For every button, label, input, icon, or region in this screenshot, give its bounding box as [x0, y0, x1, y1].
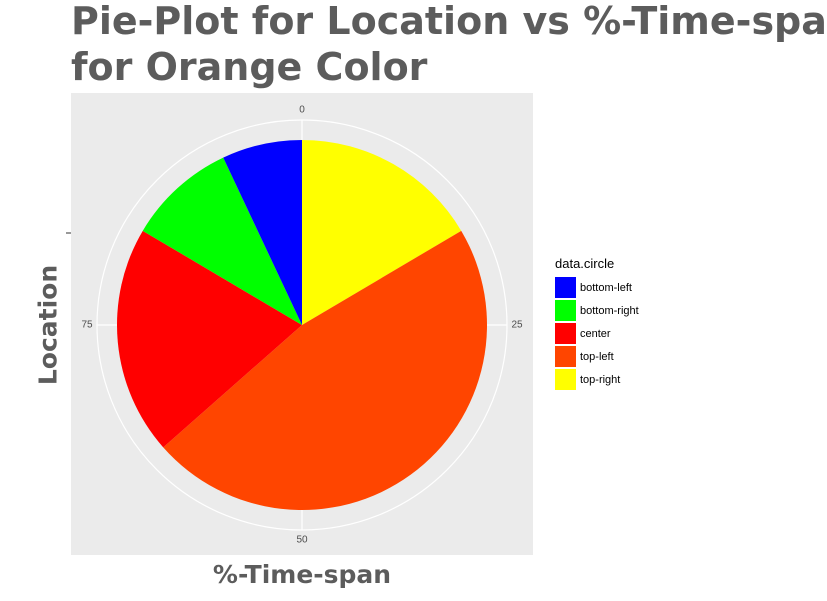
legend-item-center: center	[555, 322, 639, 345]
pie-slice-bottom-right	[142, 157, 302, 325]
legend-key	[555, 346, 576, 367]
chart-title-line-1: Pie-Plot for Location vs %-Time-span	[71, 0, 827, 43]
pie-slice-center	[117, 230, 302, 448]
legend-item-bottom-left: bottom-left	[555, 276, 639, 299]
legend-key	[555, 369, 576, 390]
pie-slice-bottom-left	[223, 140, 302, 325]
legend-label: top-right	[580, 373, 621, 386]
pie-slice-top-left	[163, 230, 488, 511]
y-axis-label-text: Location	[33, 264, 63, 386]
chart-title-line-2: for Orange Color	[71, 45, 428, 89]
legend-item-top-right: top-right	[555, 368, 639, 391]
legend: data.circle bottom-left bottom-right cente…	[555, 256, 639, 391]
theta-tick-label: 25	[511, 320, 523, 331]
theta-ticks: 0 25 50 75	[81, 105, 523, 546]
legend-key	[555, 277, 576, 298]
pie-slice-top-right	[302, 140, 462, 325]
legend-label: center	[580, 327, 611, 340]
pie-slices	[117, 140, 488, 511]
x-axis-label: %-Time-span	[212, 560, 392, 589]
theta-tick-label: 75	[81, 320, 93, 331]
legend-label: bottom-left	[580, 281, 632, 294]
legend-key	[555, 323, 576, 344]
legend-item-top-left: top-left	[555, 345, 639, 368]
theta-tick-label: 0	[299, 105, 305, 116]
theta-tick-label: 50	[296, 535, 308, 546]
legend-item-bottom-right: bottom-right	[555, 299, 639, 322]
legend-key	[555, 300, 576, 321]
legend-title: data.circle	[555, 256, 615, 271]
legend-label: bottom-right	[580, 304, 639, 317]
chart-title: Pie-Plot for Location vs %-Time-span for…	[71, 0, 827, 90]
legend-label: top-left	[580, 350, 614, 363]
legend-items: bottom-left bottom-right center top-left top…	[555, 276, 639, 391]
